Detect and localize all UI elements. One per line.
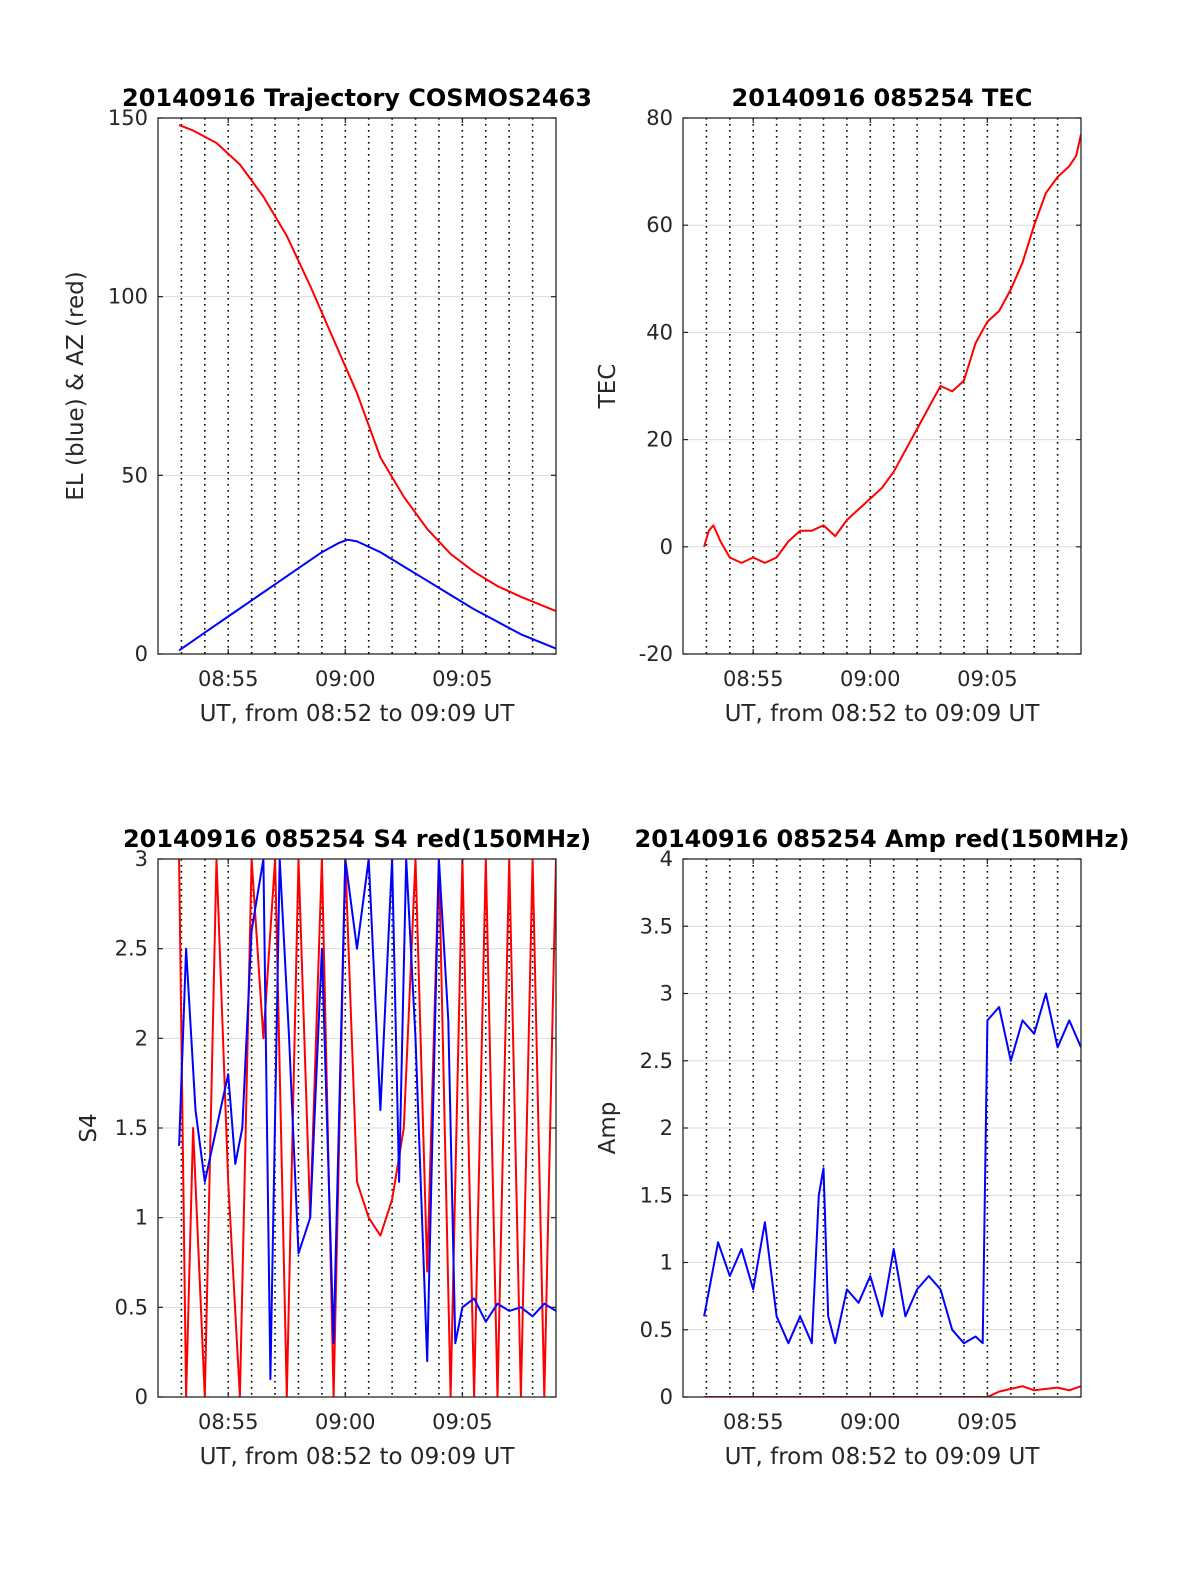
axes-frame — [682, 117, 1082, 655]
y-axis-label: TEC — [595, 364, 621, 410]
x-tick-label: 09:00 — [315, 667, 376, 691]
y-tick-label: 50 — [121, 463, 148, 487]
y-tick-label: 2 — [135, 1026, 148, 1050]
series-group — [178, 124, 556, 652]
series-line-red — [178, 124, 556, 613]
y-tick-label: 1.5 — [115, 1116, 148, 1140]
y-tick-label: 3 — [135, 847, 148, 871]
y-tick-label: 0 — [135, 642, 148, 666]
y-tick-label: 150 — [108, 106, 148, 130]
chart-title: 20140916 Trajectory COSMOS2463 — [122, 84, 592, 112]
y-tick-label: 100 — [108, 285, 148, 309]
x-tick-label: 09:00 — [840, 1410, 901, 1434]
y-tick-label: 4 — [660, 847, 673, 871]
chart-amp: 0 0.5 1 1.5 2 2.5 3 3.5 4 08:55 09:00 09:05 UT, from… — [595, 825, 1129, 1470]
plot-area — [158, 118, 556, 654]
y-tick-label: 0 — [660, 535, 673, 559]
y-tick-label: 1.5 — [640, 1183, 673, 1207]
y-axis-label: EL (blue) & AZ (red) — [63, 271, 89, 500]
y-tick-label: 60 — [646, 213, 673, 237]
chart-title: 20140916 085254 Amp red(150MHz) — [635, 825, 1130, 853]
y-tick-label: 2.5 — [640, 1049, 673, 1073]
plot-area — [683, 118, 1081, 654]
series-line-red — [704, 1385, 1081, 1397]
x-tick-label: 09:05 — [957, 1410, 1018, 1434]
y-tick-label: 0.5 — [115, 1295, 148, 1319]
x-axis-label: UT, from 08:52 to 09:09 UT — [725, 701, 1041, 727]
y-tick-label: 2 — [660, 1116, 673, 1140]
x-tick-label: 09:00 — [840, 667, 901, 691]
x-tick-label: 08:55 — [723, 667, 784, 691]
series-line-blue — [178, 859, 556, 1381]
y-tick-label: 20 — [646, 428, 673, 452]
series-line-blue — [178, 538, 556, 652]
x-axis-label: UT, from 08:52 to 09:09 UT — [200, 1444, 516, 1470]
chart-title: 20140916 085254 TEC — [732, 84, 1033, 112]
series-group — [178, 859, 556, 1397]
y-tick-label: 1 — [135, 1206, 148, 1230]
series-line-blue — [703, 992, 1081, 1345]
y-axis-label: S4 — [76, 1113, 102, 1142]
y-tick-label: 40 — [646, 320, 673, 344]
y-tick-label: 3 — [660, 982, 673, 1006]
chart-trajectory: 0 50 100 150 08:55 09:00 09:05 UT, from 08:52 t… — [63, 84, 592, 727]
x-tick-label: 08:55 — [198, 667, 259, 691]
x-tick-label: 09:05 — [432, 1410, 493, 1434]
x-tick-label: 09:05 — [432, 667, 493, 691]
series-group — [703, 133, 1081, 564]
x-axis-label: UT, from 08:52 to 09:09 UT — [200, 701, 516, 727]
series-line-red — [178, 859, 556, 1397]
x-tick-label: 09:05 — [957, 667, 1018, 691]
chart-title: 20140916 085254 S4 red(150MHz) — [123, 825, 591, 853]
y-tick-label: 80 — [646, 106, 673, 130]
series-group — [703, 992, 1081, 1397]
y-tick-label: 0 — [135, 1385, 148, 1409]
chart-tec: -20 0 20 40 60 80 08:55 09:00 09:05 UT, from 08:5… — [595, 84, 1082, 727]
chart-s4: 0 0.5 1 1.5 2 2.5 3 08:55 09:00 09:05 UT, from 08:… — [76, 825, 591, 1470]
x-tick-label: 09:00 — [315, 1410, 376, 1434]
y-tick-label: 0.5 — [640, 1318, 673, 1342]
y-tick-label: 0 — [660, 1385, 673, 1409]
x-tick-label: 08:55 — [723, 1410, 784, 1434]
series-line-red — [703, 133, 1081, 564]
y-tick-label: 3.5 — [640, 914, 673, 938]
axes-frame — [157, 117, 557, 655]
y-tick-label: 1 — [660, 1251, 673, 1275]
y-tick-label: -20 — [639, 642, 673, 666]
x-axis-label: UT, from 08:52 to 09:09 UT — [725, 1444, 1041, 1470]
x-tick-label: 08:55 — [198, 1410, 259, 1434]
y-axis-label: Amp — [595, 1102, 621, 1155]
y-tick-label: 2.5 — [115, 937, 148, 961]
